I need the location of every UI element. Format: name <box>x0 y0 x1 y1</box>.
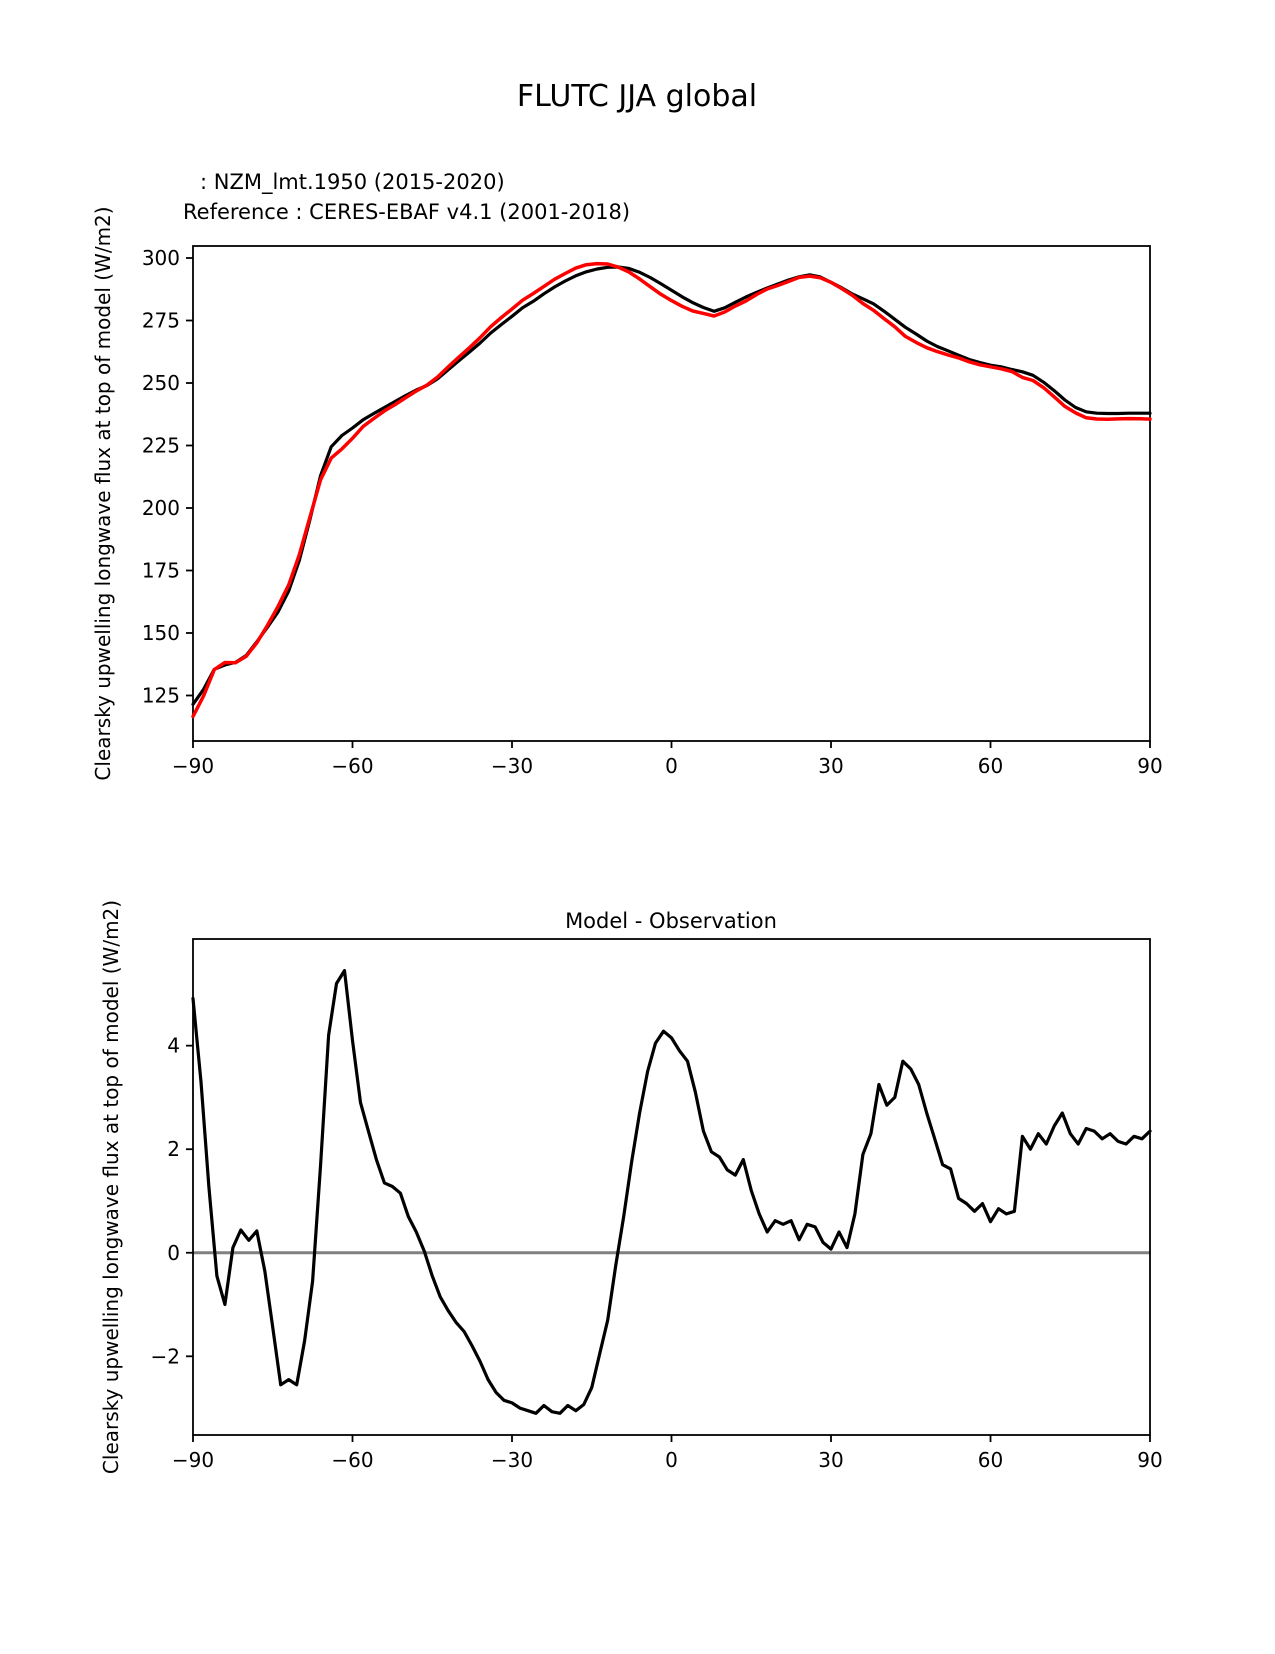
figure-title: FLUTC JJA global <box>517 79 757 114</box>
axes-box <box>192 245 1151 742</box>
y-tick-label: 125 <box>142 684 180 708</box>
bottom-chart-ylabel: Clearsky upwelling longwave flux at top … <box>99 900 123 1474</box>
y-tick-label: −2 <box>151 1344 180 1368</box>
x-tick-label: −60 <box>331 1448 373 1472</box>
model-curve <box>191 265 1152 706</box>
x-tick-label: −90 <box>172 754 214 778</box>
x-tick-label: 60 <box>978 754 1003 778</box>
legend-model-label: : NZM_lmt.1950 (2015-2020) <box>200 170 505 195</box>
legend-reference-label: Reference : CERES-EBAF v4.1 (2001-2018) <box>183 200 630 224</box>
y-tick-label: 4 <box>167 1034 180 1058</box>
y-tick-label: 225 <box>142 434 180 458</box>
x-tick-label: −30 <box>491 1448 533 1472</box>
x-tick-label: −30 <box>491 754 533 778</box>
reference-curve <box>191 261 1152 719</box>
x-tick-label: −60 <box>331 754 373 778</box>
x-tick-label: 60 <box>978 1448 1003 1472</box>
bottom-chart-title: Model - Observation <box>565 909 777 933</box>
bottom-chart-plot-area: −90 −60 −30 0 30 60 90 −2 0 2 4 <box>151 938 1163 1472</box>
y-tick-label: 2 <box>167 1137 180 1161</box>
y-tick-label: 275 <box>142 309 180 333</box>
x-tick-label: 0 <box>665 1448 678 1472</box>
top-chart-plot-area: −90 −60 −30 0 30 60 90 125 150 175 200 225 250 275 300 <box>142 245 1163 778</box>
x-tick-label: 0 <box>665 754 678 778</box>
y-tick-label: 250 <box>142 371 180 395</box>
y-tick-label: 0 <box>167 1241 180 1265</box>
y-tick-label: 175 <box>142 559 180 583</box>
y-tick-label: 200 <box>142 496 180 520</box>
x-tick-label: −90 <box>172 1448 214 1472</box>
x-tick-label: 90 <box>1137 754 1162 778</box>
y-tick-label: 300 <box>142 246 180 270</box>
x-tick-label: 30 <box>818 754 843 778</box>
y-tick-label: 150 <box>142 621 180 645</box>
axes-box <box>192 938 1151 1436</box>
top-chart-ylabel: Clearsky upwelling longwave flux at top … <box>91 206 115 780</box>
difference-curve <box>191 969 1152 1415</box>
x-tick-label: 90 <box>1137 1448 1162 1472</box>
x-tick-label: 30 <box>818 1448 843 1472</box>
